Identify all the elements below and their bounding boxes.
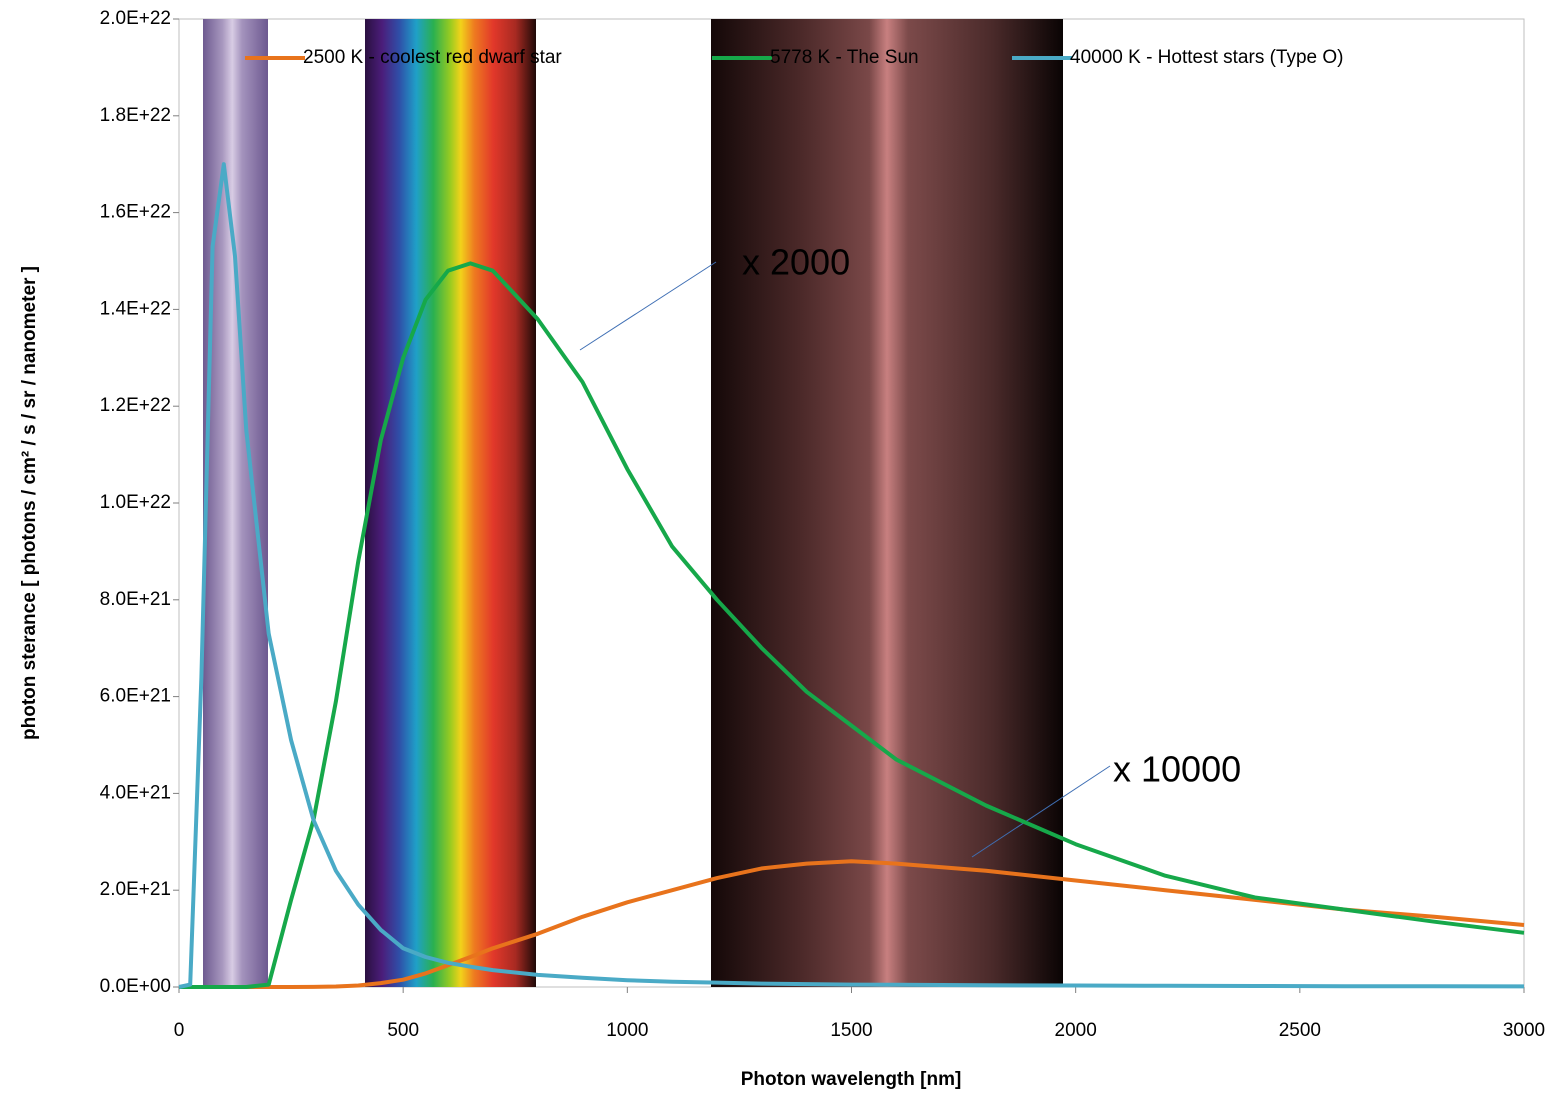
x-tick-label: 3000 [1503, 1020, 1545, 1041]
y-tick-label: 1.8E+22 [100, 105, 171, 126]
visible-band [365, 19, 536, 987]
y-tick-label: 8.0E+21 [100, 589, 171, 610]
y-axis-title: photon sterance [ photons / cm² / s / sr… [19, 266, 40, 740]
legend-label: 2500 K - coolest red dwarf star [303, 47, 562, 68]
y-tick-label: 1.6E+22 [100, 202, 171, 223]
annotation-leader [971, 765, 1111, 858]
y-tick-label: 0.0E+00 [100, 976, 171, 997]
series-line [178, 162, 1525, 989]
x-tick-label: 2500 [1279, 1020, 1321, 1041]
y-tick-label: 1.4E+22 [100, 298, 171, 319]
annotation-leader [579, 261, 717, 351]
y-tick-label: 2.0E+22 [100, 8, 171, 29]
infrared-band [711, 19, 1063, 987]
uv-band [203, 19, 268, 987]
x-tick-label: 1000 [606, 1020, 648, 1041]
x-tick-label: 0 [174, 1020, 185, 1041]
x-tick-label: 2000 [1055, 1020, 1097, 1041]
legend-label: 5778 K - The Sun [770, 47, 919, 68]
y-tick-label: 2.0E+21 [100, 879, 171, 900]
y-tick-label: 6.0E+21 [100, 686, 171, 707]
x-tick-label: 500 [387, 1020, 419, 1041]
y-tick-label: 4.0E+21 [100, 782, 171, 803]
y-tick-label: 1.2E+22 [100, 395, 171, 416]
x-tick-label: 1500 [830, 1020, 872, 1041]
annotation: x 2000 [742, 242, 850, 283]
y-tick-label: 1.0E+22 [100, 492, 171, 513]
legend-label: 40000 K - Hottest stars (Type O) [1070, 47, 1344, 68]
annotation: x 10000 [1113, 749, 1241, 790]
x-axis-title: Photon wavelength [nm] [741, 1069, 962, 1090]
series-line [179, 261, 1525, 989]
